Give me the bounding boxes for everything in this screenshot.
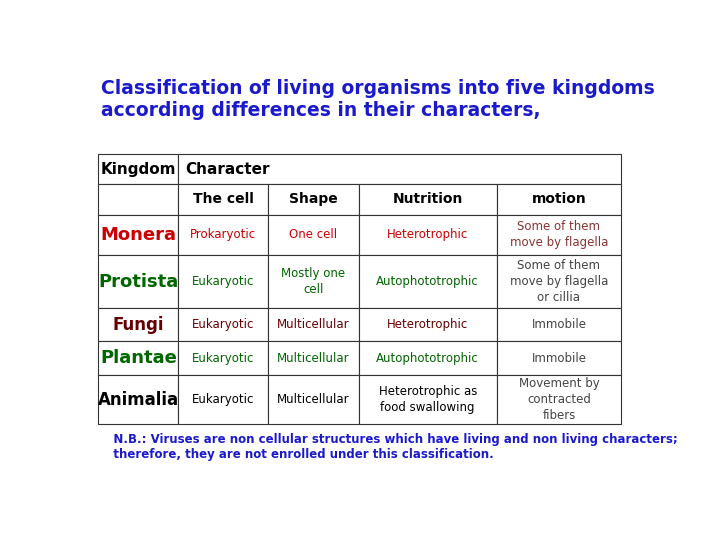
Bar (179, 341, 268, 375)
Bar (359, 184, 497, 214)
Text: Some of them
move by flagella: Some of them move by flagella (510, 220, 608, 249)
Text: Protista: Protista (99, 273, 179, 291)
Bar (359, 341, 497, 375)
Bar (99, 184, 179, 214)
Bar (497, 255, 621, 308)
Text: Plantae: Plantae (100, 349, 177, 367)
Bar (497, 214, 621, 255)
Bar (359, 214, 497, 255)
Bar (268, 375, 359, 424)
Bar (99, 341, 179, 375)
Bar (99, 255, 179, 308)
Text: Heterotrophic: Heterotrophic (387, 228, 468, 241)
Text: Shape: Shape (289, 192, 338, 206)
Bar (179, 154, 621, 184)
Text: Classification of living organisms into five kingdoms
according differences in t: Classification of living organisms into … (101, 79, 655, 120)
Bar (359, 308, 497, 341)
Text: Nutrition: Nutrition (392, 192, 463, 206)
Text: Prokaryotic: Prokaryotic (190, 228, 256, 241)
Bar (268, 341, 359, 375)
Text: Animalia: Animalia (98, 390, 179, 409)
Text: Eukaryotic: Eukaryotic (192, 318, 254, 332)
Text: Character: Character (185, 162, 270, 177)
Text: Heterotrophic as
food swallowing: Heterotrophic as food swallowing (379, 385, 477, 414)
Bar (359, 375, 497, 424)
Text: Kingdom: Kingdom (101, 162, 176, 177)
Text: One cell: One cell (289, 228, 337, 241)
Bar (179, 375, 268, 424)
Text: Fungi: Fungi (112, 316, 164, 334)
Bar (268, 255, 359, 308)
Text: Immobile: Immobile (531, 318, 587, 332)
Bar (99, 214, 179, 255)
Text: Eukaryotic: Eukaryotic (192, 393, 254, 406)
Text: The cell: The cell (193, 192, 253, 206)
Bar (268, 184, 359, 214)
Bar (497, 341, 621, 375)
Bar (179, 308, 268, 341)
Text: Monera: Monera (100, 226, 176, 244)
Text: Autophototrophic: Autophototrophic (377, 275, 479, 288)
Bar (268, 214, 359, 255)
Text: Autophototrophic: Autophototrophic (377, 352, 479, 365)
Text: Eukaryotic: Eukaryotic (192, 352, 254, 365)
Bar (359, 255, 497, 308)
Bar (497, 308, 621, 341)
Text: N.B.: Viruses are non cellular structures which have living and non living chara: N.B.: Viruses are non cellular structure… (101, 433, 678, 461)
Text: Eukaryotic: Eukaryotic (192, 275, 254, 288)
Bar (179, 255, 268, 308)
Text: Immobile: Immobile (531, 352, 587, 365)
Text: Multicellular: Multicellular (277, 352, 350, 365)
Bar (179, 214, 268, 255)
Text: Mostly one
cell: Mostly one cell (282, 267, 346, 296)
Bar (497, 375, 621, 424)
Text: Heterotrophic: Heterotrophic (387, 318, 468, 332)
Text: Multicellular: Multicellular (277, 393, 350, 406)
Text: Multicellular: Multicellular (277, 318, 350, 332)
Bar (268, 308, 359, 341)
Bar (99, 154, 179, 184)
Text: Some of them
move by flagella
or cillia: Some of them move by flagella or cillia (510, 259, 608, 304)
Bar (99, 375, 179, 424)
Bar (179, 184, 268, 214)
Bar (99, 308, 179, 341)
Text: motion: motion (531, 192, 586, 206)
Text: Movement by
contracted
fibers: Movement by contracted fibers (518, 377, 599, 422)
Bar (497, 184, 621, 214)
